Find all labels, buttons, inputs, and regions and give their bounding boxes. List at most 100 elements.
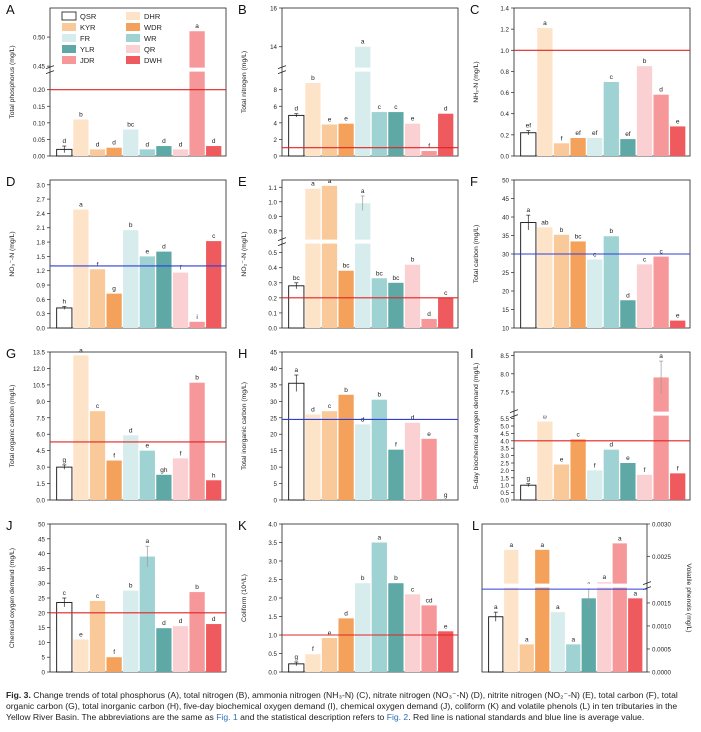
panel-letter: B <box>238 2 247 17</box>
axis-break-gap <box>51 67 225 72</box>
y-tick-label: 50 <box>502 178 509 185</box>
bar-jdr <box>189 31 205 156</box>
bar-kyr <box>553 143 570 156</box>
significance-letter: e <box>626 455 630 462</box>
axis-break-gap <box>283 67 457 72</box>
bar-fr <box>123 129 139 156</box>
bar-qr <box>404 123 421 156</box>
y-tick-label: 0.4 <box>268 265 277 272</box>
bar-dhr <box>305 83 321 156</box>
y-tick-label: 35 <box>502 233 509 240</box>
y-tick-label: 4.5 <box>500 431 509 438</box>
y-tick-label: 0.5 <box>268 250 277 257</box>
bar-jdr <box>653 256 669 328</box>
bar-kyr <box>89 600 106 672</box>
chart-panel-D: D 0.0 0.3 0.6 0.9 1.2 1.5 1.8 2.1 2.4 2.7 3.0 NO₃⁻-N… <box>6 174 227 333</box>
bar-kyr <box>519 644 534 672</box>
significance-letter: f <box>594 462 596 469</box>
bar-wdr <box>106 147 122 156</box>
y-tick-label: 5 <box>42 655 46 662</box>
bar-dwh <box>438 297 454 328</box>
bar-qr <box>404 264 421 328</box>
y-tick-label: 1.4 <box>500 6 509 13</box>
caption-link-fig1[interactable]: Fig. 1 <box>216 712 238 722</box>
significance-letter: a <box>602 574 606 581</box>
bar-wr <box>139 256 155 328</box>
bar-dwh <box>670 320 686 328</box>
bar-qsr <box>488 616 504 673</box>
bar-fr <box>355 424 371 500</box>
y-tick-label: 20 <box>38 610 45 617</box>
significance-letter: bc <box>343 263 351 270</box>
y-tick-label: 8.5 <box>500 353 509 360</box>
bar-qr <box>172 272 189 328</box>
significance-letter: f <box>113 649 115 656</box>
significance-letter: ab <box>541 219 549 226</box>
significance-letter: e <box>411 116 415 123</box>
bar-wdr <box>106 460 122 500</box>
significance-letter: c <box>593 252 597 259</box>
y-tick-label: 10 <box>502 326 509 333</box>
significance-letter: g <box>62 457 66 464</box>
significance-letter: bc <box>376 270 384 277</box>
y-tick-label: 25 <box>502 270 509 277</box>
significance-letter: d <box>179 618 183 625</box>
significance-letter: a <box>79 202 83 209</box>
y-tick-label: 4.5 <box>36 448 45 455</box>
y-tick-label: 0.1 <box>268 310 277 317</box>
significance-letter: a <box>525 636 529 643</box>
significance-letter: a <box>633 590 637 597</box>
legend-label-dhr: DHR <box>144 12 161 21</box>
y-tick-label: 0.0 <box>500 498 509 505</box>
bar-dhr <box>73 209 89 328</box>
significance-letter: d <box>427 311 431 318</box>
y-tick-label: 5.5 <box>500 416 509 423</box>
bar-wr <box>566 644 581 672</box>
y-tick-label: 1.5 <box>500 475 509 482</box>
y-tick-label: 4.0 <box>500 438 509 445</box>
bar-dhr <box>537 421 553 500</box>
significance-letter: c <box>96 403 100 410</box>
caption-link-fig2[interactable]: Fig. 2 <box>386 712 409 722</box>
bar-wr <box>371 542 387 672</box>
bar-ylr <box>156 628 172 672</box>
significance-letter: h <box>212 472 216 479</box>
significance-letter: f <box>180 450 182 457</box>
significance-letter: a <box>377 535 381 542</box>
bar-dhr <box>305 654 321 672</box>
significance-letter: e <box>145 248 149 255</box>
significance-letter: b <box>129 222 133 229</box>
bar-kyr <box>321 637 338 672</box>
bar-ylr <box>388 112 404 156</box>
significance-letter: d <box>212 138 216 145</box>
y-tick-label: 0.0005 <box>652 646 671 653</box>
bar-qr <box>404 594 421 672</box>
significance-letter: c <box>411 586 415 593</box>
bar-dwh <box>670 473 686 500</box>
y-tick-label: 0.6 <box>36 297 45 304</box>
y-tick-label: 0.0015 <box>652 600 671 607</box>
significance-letter: d <box>112 140 116 147</box>
y-tick-label: 0 <box>274 498 278 505</box>
legend: QSR DHR KYR WDR FR WR YLR QR JDR DWH <box>61 11 162 65</box>
y-tick-label: 3.5 <box>500 446 509 453</box>
chart-panel-H: H 0 5 10 15 20 25 30 35 40 45 Total inorganic carbo… <box>238 346 459 505</box>
bar-fr <box>355 203 371 328</box>
axis-break-mark <box>45 70 55 74</box>
y-tick-label: 0.5 <box>500 490 509 497</box>
y-tick-label: 2.5 <box>500 461 509 468</box>
significance-letter: f <box>113 453 115 460</box>
bar-wdr <box>570 439 586 500</box>
bar-kyr <box>553 464 570 500</box>
y-tick-label: 1.2 <box>36 268 45 275</box>
significance-letter: ef <box>625 131 631 138</box>
y-axis-label: Coliform (10⁴/L) <box>241 574 248 622</box>
bar-qr <box>636 264 653 328</box>
bar-qr <box>597 582 612 672</box>
significance-letter: a <box>509 542 513 549</box>
y-tick-label: 0.9 <box>268 214 277 221</box>
bar-dhr <box>305 188 321 328</box>
bar-qr <box>636 474 653 500</box>
y-tick-label: 0.8 <box>268 228 277 235</box>
y-tick-label: 10 <box>270 465 277 472</box>
